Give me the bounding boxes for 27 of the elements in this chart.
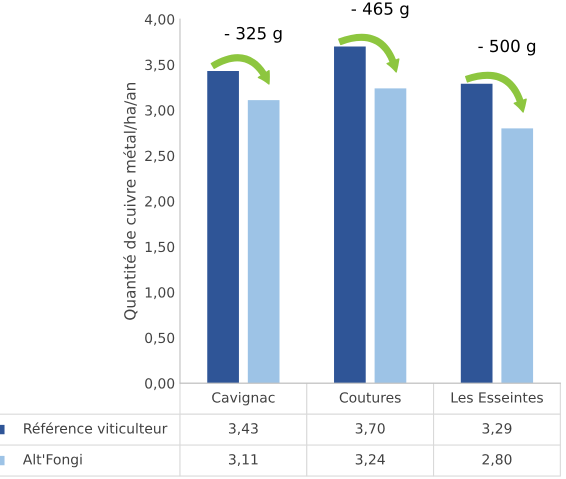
y-tick-label: 0,50 bbox=[145, 332, 174, 345]
data-label: 3,70 bbox=[356, 423, 385, 436]
y-tick-label: 3,50 bbox=[145, 60, 174, 72]
y-axis-title: Quantité de cuivre métal/ha/an bbox=[123, 82, 138, 320]
bar bbox=[248, 100, 280, 384]
y-tick-label: 1,50 bbox=[146, 242, 174, 254]
data-label: 3,11 bbox=[228, 454, 258, 466]
x-tick-label: Cavignac bbox=[212, 392, 275, 406]
annotation: - 500 g bbox=[478, 40, 536, 56]
y-tick-label: 4,00 bbox=[144, 14, 174, 26]
data-label: 3,24 bbox=[356, 454, 385, 466]
y-tick-label: 1,00 bbox=[146, 287, 174, 300]
legend-label: Alt'Fongi bbox=[22, 454, 82, 468]
y-tick-label: 2,50 bbox=[145, 150, 174, 163]
text: - 465 g bbox=[352, 2, 408, 18]
data-label: 3,43 bbox=[228, 423, 258, 436]
y-tick-label: 0,00 bbox=[145, 378, 174, 390]
x-tick-label: Les Esseintes bbox=[452, 392, 543, 403]
bar bbox=[374, 88, 406, 384]
bar bbox=[501, 128, 534, 384]
y-tick-label: 2,00 bbox=[145, 196, 174, 208]
annotation: - 325 g bbox=[224, 26, 282, 43]
data-label: 2,80 bbox=[482, 454, 512, 466]
y-tick-label: 3,00 bbox=[145, 105, 174, 118]
legend-label: Référence viticulteur bbox=[24, 422, 168, 434]
data-label: 3,29 bbox=[482, 423, 512, 436]
x-tick-label: Coutures bbox=[340, 392, 401, 403]
